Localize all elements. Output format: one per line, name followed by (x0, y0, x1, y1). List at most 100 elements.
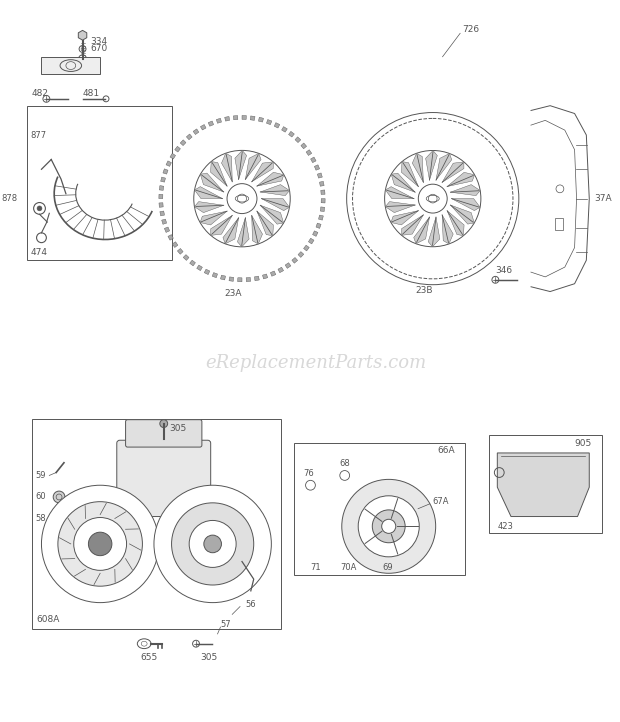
Polygon shape (162, 219, 167, 225)
Text: 655: 655 (140, 653, 157, 662)
Bar (42, 57, 100, 74)
Circle shape (193, 640, 200, 647)
Polygon shape (211, 215, 232, 235)
Text: 905: 905 (575, 439, 592, 448)
Polygon shape (200, 124, 206, 130)
Polygon shape (252, 215, 262, 244)
Polygon shape (159, 194, 163, 199)
Polygon shape (246, 153, 261, 180)
Polygon shape (246, 277, 250, 282)
Circle shape (53, 491, 65, 503)
Circle shape (79, 55, 86, 63)
Polygon shape (301, 143, 307, 149)
Text: 67A: 67A (433, 497, 450, 506)
Text: 59: 59 (35, 471, 46, 480)
Circle shape (89, 532, 112, 556)
Polygon shape (159, 186, 164, 191)
Polygon shape (212, 273, 218, 278)
Circle shape (358, 496, 419, 557)
Text: 68: 68 (340, 459, 350, 468)
Polygon shape (195, 201, 224, 213)
Text: 474: 474 (31, 248, 48, 257)
Text: 66A: 66A (438, 446, 455, 456)
Bar (489, 435, 602, 533)
Circle shape (37, 206, 42, 211)
Circle shape (342, 479, 436, 573)
Polygon shape (288, 131, 294, 137)
Circle shape (58, 502, 143, 586)
Polygon shape (450, 185, 481, 196)
Circle shape (227, 183, 257, 214)
Polygon shape (166, 161, 171, 166)
Polygon shape (183, 255, 189, 261)
Circle shape (384, 150, 481, 247)
Text: 334: 334 (91, 37, 107, 45)
Text: 608A: 608A (37, 614, 60, 624)
Circle shape (418, 184, 447, 213)
Polygon shape (391, 211, 419, 225)
Text: 76: 76 (304, 469, 314, 478)
Polygon shape (224, 116, 229, 121)
Polygon shape (497, 453, 589, 516)
Polygon shape (260, 205, 283, 224)
Text: 56: 56 (245, 600, 255, 609)
Polygon shape (229, 277, 234, 282)
Text: 71: 71 (311, 563, 321, 572)
Text: 23B: 23B (415, 286, 433, 295)
Circle shape (194, 150, 290, 247)
Text: eReplacementParts.com: eReplacementParts.com (205, 354, 426, 372)
Polygon shape (316, 223, 321, 228)
Circle shape (189, 521, 236, 567)
Polygon shape (200, 173, 224, 192)
Polygon shape (195, 186, 223, 199)
Polygon shape (402, 215, 423, 235)
Polygon shape (175, 147, 180, 152)
Polygon shape (426, 150, 437, 180)
Polygon shape (450, 205, 474, 224)
Polygon shape (259, 117, 263, 122)
Polygon shape (233, 116, 238, 120)
Polygon shape (180, 140, 186, 146)
Text: 69: 69 (382, 563, 392, 572)
Polygon shape (223, 218, 239, 244)
Text: 57: 57 (221, 619, 231, 629)
Polygon shape (177, 248, 183, 254)
Polygon shape (257, 211, 273, 235)
Polygon shape (254, 276, 259, 281)
Polygon shape (447, 211, 464, 235)
Polygon shape (193, 129, 199, 134)
Polygon shape (159, 203, 163, 207)
Bar (294, 443, 465, 575)
Polygon shape (292, 258, 298, 264)
Polygon shape (321, 207, 325, 212)
Polygon shape (163, 169, 168, 174)
Polygon shape (172, 242, 178, 248)
Circle shape (204, 535, 221, 553)
Polygon shape (160, 211, 164, 216)
Bar (32, 419, 281, 629)
Polygon shape (321, 190, 325, 194)
Text: 70A: 70A (340, 563, 356, 572)
Polygon shape (295, 137, 301, 142)
Polygon shape (262, 274, 268, 279)
Polygon shape (281, 126, 287, 132)
Polygon shape (197, 265, 202, 271)
Text: 878: 878 (1, 194, 17, 203)
Text: 305: 305 (170, 424, 187, 433)
Polygon shape (436, 154, 452, 180)
Circle shape (79, 45, 86, 53)
Polygon shape (257, 173, 284, 186)
Polygon shape (235, 150, 247, 180)
Circle shape (492, 277, 498, 283)
Text: 482: 482 (32, 90, 49, 98)
Text: 58: 58 (35, 514, 46, 523)
Circle shape (74, 518, 126, 570)
Polygon shape (401, 162, 418, 186)
Polygon shape (250, 116, 255, 121)
Polygon shape (414, 217, 430, 244)
Text: 23A: 23A (224, 289, 242, 298)
Polygon shape (321, 199, 325, 203)
Polygon shape (221, 153, 232, 182)
Polygon shape (385, 201, 415, 212)
Polygon shape (211, 162, 227, 186)
